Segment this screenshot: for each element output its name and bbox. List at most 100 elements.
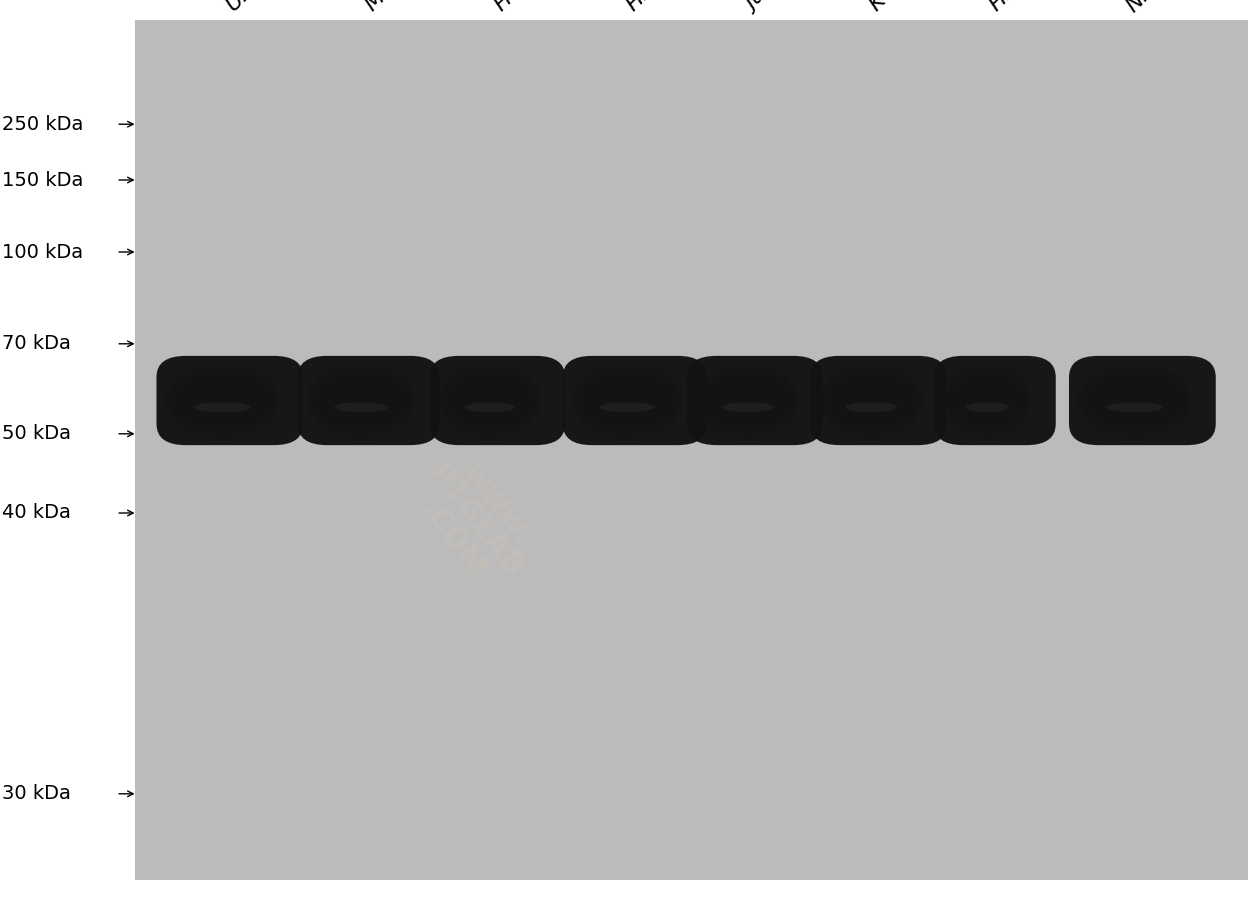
- Ellipse shape: [945, 364, 1030, 436]
- Ellipse shape: [1078, 362, 1192, 439]
- Ellipse shape: [701, 371, 794, 430]
- Ellipse shape: [944, 362, 1031, 439]
- Text: HSC-T6: HSC-T6: [985, 0, 1056, 15]
- Ellipse shape: [576, 370, 679, 431]
- FancyBboxPatch shape: [688, 356, 822, 446]
- Ellipse shape: [570, 359, 685, 442]
- Ellipse shape: [946, 368, 1029, 433]
- Ellipse shape: [816, 357, 926, 444]
- Ellipse shape: [168, 366, 278, 435]
- Ellipse shape: [822, 368, 920, 433]
- Ellipse shape: [966, 402, 1009, 412]
- Ellipse shape: [820, 364, 922, 437]
- Ellipse shape: [438, 359, 542, 442]
- Text: K-562: K-562: [865, 0, 924, 15]
- Ellipse shape: [164, 360, 281, 441]
- Ellipse shape: [700, 370, 795, 431]
- Ellipse shape: [441, 366, 539, 435]
- Ellipse shape: [1081, 368, 1189, 433]
- Ellipse shape: [1082, 371, 1188, 430]
- FancyBboxPatch shape: [810, 356, 948, 446]
- Text: www.
PTGLAB
.COM: www. PTGLAB .COM: [400, 443, 550, 601]
- Ellipse shape: [465, 402, 515, 412]
- Ellipse shape: [166, 364, 279, 436]
- Text: U2OS: U2OS: [222, 0, 280, 15]
- Text: HEK-293: HEK-293: [622, 0, 703, 15]
- Text: NIH/3T3: NIH/3T3: [1122, 0, 1200, 15]
- Text: Jurkat: Jurkat: [742, 0, 802, 15]
- Ellipse shape: [818, 359, 925, 442]
- Ellipse shape: [569, 357, 686, 444]
- Ellipse shape: [1079, 364, 1191, 436]
- Ellipse shape: [1075, 357, 1195, 444]
- Ellipse shape: [941, 357, 1034, 444]
- Ellipse shape: [304, 357, 419, 444]
- FancyBboxPatch shape: [156, 356, 304, 446]
- Text: 150 kDa: 150 kDa: [2, 170, 84, 190]
- Text: 250 kDa: 250 kDa: [2, 114, 84, 134]
- FancyBboxPatch shape: [934, 356, 1056, 446]
- Ellipse shape: [165, 362, 280, 439]
- Ellipse shape: [695, 359, 800, 442]
- Ellipse shape: [1106, 402, 1164, 412]
- Text: 40 kDa: 40 kDa: [2, 503, 71, 523]
- Ellipse shape: [311, 370, 411, 431]
- Ellipse shape: [722, 402, 772, 412]
- Ellipse shape: [169, 368, 276, 433]
- Ellipse shape: [308, 364, 415, 436]
- Ellipse shape: [570, 360, 685, 441]
- Ellipse shape: [166, 364, 279, 437]
- Ellipse shape: [944, 360, 1031, 441]
- Text: 50 kDa: 50 kDa: [2, 424, 71, 444]
- Text: 30 kDa: 30 kDa: [2, 784, 71, 804]
- Ellipse shape: [821, 364, 921, 436]
- Ellipse shape: [194, 402, 251, 412]
- Ellipse shape: [442, 370, 538, 431]
- Ellipse shape: [948, 371, 1028, 430]
- Ellipse shape: [1075, 359, 1195, 442]
- Ellipse shape: [442, 368, 538, 433]
- Ellipse shape: [576, 371, 679, 430]
- Ellipse shape: [948, 370, 1028, 431]
- Ellipse shape: [335, 402, 388, 412]
- Ellipse shape: [946, 366, 1029, 435]
- Ellipse shape: [306, 362, 416, 439]
- Ellipse shape: [311, 371, 411, 430]
- Ellipse shape: [162, 359, 282, 442]
- Ellipse shape: [695, 360, 800, 441]
- Ellipse shape: [600, 402, 655, 412]
- Ellipse shape: [572, 364, 682, 437]
- Ellipse shape: [439, 362, 541, 439]
- Ellipse shape: [574, 366, 681, 435]
- Ellipse shape: [696, 362, 799, 439]
- Ellipse shape: [698, 364, 798, 437]
- Ellipse shape: [444, 371, 536, 430]
- Ellipse shape: [305, 360, 418, 441]
- Ellipse shape: [170, 370, 275, 431]
- Ellipse shape: [1079, 364, 1191, 437]
- FancyBboxPatch shape: [430, 356, 565, 446]
- Ellipse shape: [1082, 370, 1188, 431]
- Ellipse shape: [821, 366, 921, 435]
- Ellipse shape: [440, 364, 540, 437]
- Text: HeLa: HeLa: [490, 0, 544, 15]
- Ellipse shape: [162, 357, 282, 444]
- Ellipse shape: [824, 370, 919, 431]
- Ellipse shape: [308, 364, 415, 437]
- Ellipse shape: [819, 360, 924, 441]
- Bar: [135, 20, 1248, 880]
- Ellipse shape: [942, 359, 1032, 442]
- Ellipse shape: [1076, 360, 1194, 441]
- Ellipse shape: [440, 364, 540, 436]
- Ellipse shape: [694, 357, 801, 444]
- Ellipse shape: [309, 366, 414, 435]
- Ellipse shape: [699, 366, 796, 435]
- Ellipse shape: [698, 364, 798, 436]
- Ellipse shape: [438, 360, 542, 441]
- Ellipse shape: [824, 371, 919, 430]
- Ellipse shape: [572, 364, 682, 436]
- Ellipse shape: [846, 402, 896, 412]
- Ellipse shape: [1080, 366, 1190, 435]
- Text: 100 kDa: 100 kDa: [2, 242, 84, 262]
- Ellipse shape: [310, 368, 412, 433]
